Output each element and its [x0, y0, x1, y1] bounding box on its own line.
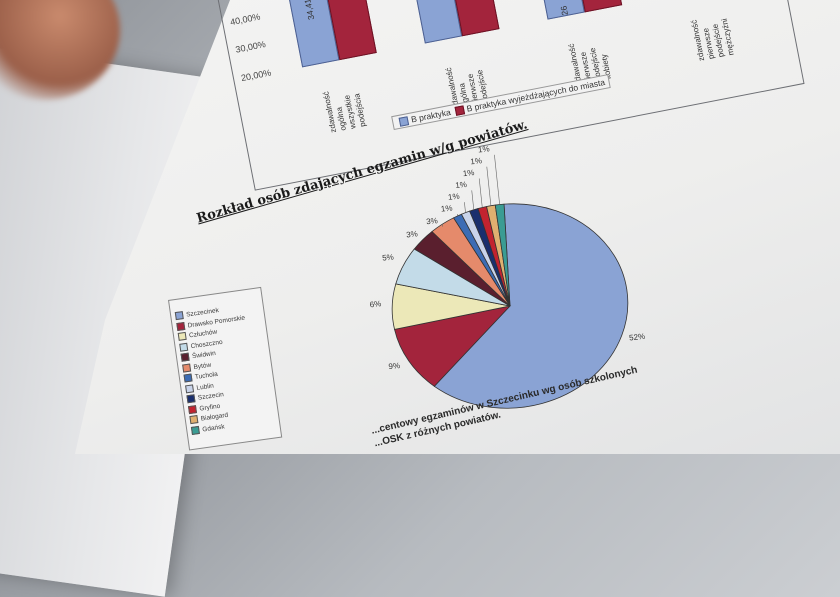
pie-legend-label: Świdwin: [192, 350, 217, 360]
pie-legend-label: Gryfino: [199, 402, 221, 412]
pie-legend-swatch: [186, 395, 195, 404]
pie-percent-label: 9%: [388, 361, 400, 371]
pie-legend-swatch: [191, 426, 200, 435]
pie-legend-label: Gdańsk: [202, 423, 225, 433]
pie-legend-label: Szczecin: [197, 391, 224, 402]
pie-legend-swatch: [185, 384, 194, 393]
pie-leader-line: [487, 167, 491, 206]
pie-legend-label: Bytów: [193, 361, 212, 370]
pie-leader-line: [479, 179, 482, 208]
pie-percent-label: 1%: [448, 192, 460, 202]
pie-legend-label: Człuchów: [189, 329, 218, 340]
pie-legend-swatch: [176, 322, 185, 331]
pie-percent-label: 1%: [462, 168, 474, 178]
pie-percent-label: 5%: [382, 253, 394, 263]
pie-legend-label: Lublin: [196, 382, 214, 391]
pie-legend-swatch: [188, 405, 197, 414]
pie-percent-label: 1%: [478, 144, 490, 154]
pie-legend-swatch: [189, 415, 198, 424]
pie-leader-line: [464, 202, 465, 212]
pie-legend-swatch: [178, 332, 187, 341]
category-label: zdawalność pierwsze podejście mężczyźni: [689, 13, 736, 62]
pie-percent-label: 1%: [440, 204, 452, 214]
legend-swatch-red: [454, 106, 465, 117]
pie-legend-swatch: [179, 343, 188, 352]
pie-leader-line: [494, 155, 499, 205]
pie-percent-label: 3%: [406, 229, 418, 239]
bar-value-label: 26: [558, 5, 570, 16]
photo-scene: 20,00%30,00%40,00%50,00% 34,41%49,34%zda…: [0, 0, 840, 454]
pie-legend-swatch: [181, 353, 190, 362]
pie-legend-label: Tuchola: [195, 371, 219, 381]
pie-percent-label: 52%: [629, 332, 646, 343]
pie-percent-label: 1%: [470, 156, 482, 166]
pie-percent-label: 3%: [426, 216, 438, 226]
pie-leader-line: [472, 190, 474, 209]
legend-swatch-blue: [399, 116, 410, 127]
pie-percent-label: 1%: [455, 180, 467, 190]
pie-legend-swatch: [175, 311, 184, 320]
category-label: zdawalność ogólna wszystkie podejścia: [321, 85, 368, 134]
pie-legend-label: Białogard: [200, 412, 228, 423]
pie-percent-label: 6%: [369, 299, 381, 309]
pie-legend-swatch: [182, 363, 191, 372]
pie-legend-swatch: [184, 374, 193, 383]
